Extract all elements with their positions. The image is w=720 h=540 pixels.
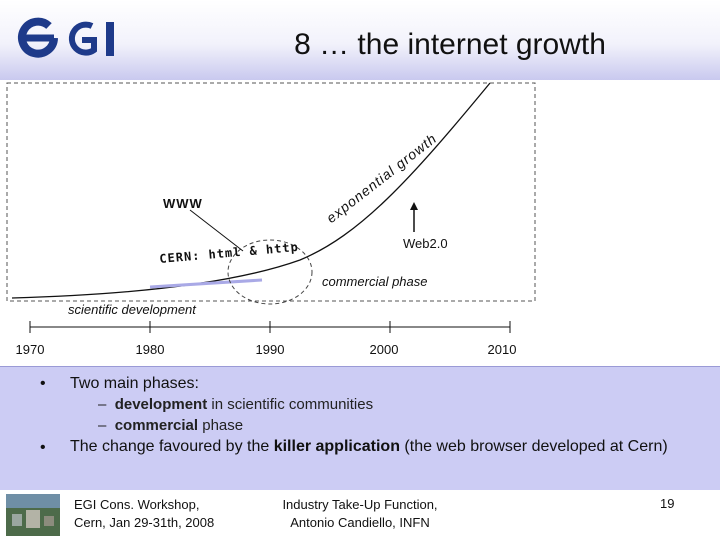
- slide-header: 8 … the internet growth: [0, 0, 720, 80]
- sub-bullet-dash: –: [98, 417, 107, 434]
- footer-author: Industry Take-Up Function, Antonio Candi…: [270, 496, 450, 532]
- sub-bullet-bold: commercial: [114, 417, 199, 434]
- growth-curve: [11, 82, 491, 299]
- footer-author-line: Antonio Candiello, INFN: [290, 515, 430, 530]
- www-pointer: [189, 209, 244, 252]
- bullet-marker: •: [40, 439, 46, 456]
- slide-footer: EGI Cons. Workshop, Cern, Jan 29-31th, 2…: [0, 490, 720, 540]
- label-commercial-phase: commercial phase: [322, 274, 428, 289]
- year-label: 1980: [135, 342, 165, 357]
- year-label: 1970: [15, 342, 45, 357]
- sub-bullet-bold: development: [114, 396, 208, 413]
- footer-event-line: EGI Cons. Workshop,: [74, 497, 200, 512]
- year-label: 1990: [255, 342, 285, 357]
- egi-logo-mark: [18, 17, 114, 58]
- year-label: 2000: [369, 342, 399, 357]
- footer-event-line: Cern, Jan 29-31th, 2008: [74, 515, 215, 530]
- bullet-marker: •: [40, 375, 46, 392]
- footer-author-line: Industry Take-Up Function,: [282, 497, 438, 512]
- footer-event: EGI Cons. Workshop, Cern, Jan 29-31th, 2…: [74, 496, 214, 532]
- growth-diagram: [6, 82, 536, 333]
- figure-frame: [6, 82, 536, 302]
- growth-figure: WWW CERN: html & http exponential growth…: [0, 80, 720, 370]
- year-label: 2010: [487, 342, 517, 357]
- bullet-panel: • Two main phases: – development in scie…: [0, 366, 720, 491]
- slide-title: 8 … the internet growth: [294, 28, 606, 61]
- cern-ellipse: [227, 239, 313, 305]
- sub-bullet-rest: phase: [198, 417, 244, 434]
- sub-bullet-development: – development in scientific communities: [98, 396, 373, 413]
- cern-highlight: [149, 278, 263, 289]
- bullet-text-pre: The change favoured by the: [70, 438, 274, 455]
- bullet-text-post: (the web browser developed at Cern): [399, 438, 668, 455]
- sub-bullet-commercial: – commercial phase: [98, 417, 243, 434]
- sub-bullet-rest: in scientific communities: [207, 396, 374, 413]
- web20-arrowhead: [410, 202, 418, 210]
- label-web20: Web2.0: [403, 236, 448, 251]
- bullet-text-bold: killer application: [273, 438, 400, 455]
- bullet-two-phases: Two main phases:: [70, 375, 199, 392]
- egi-logo: [14, 10, 134, 71]
- workshop-photo: [6, 494, 60, 536]
- label-scientific-development: scientific development: [68, 302, 196, 317]
- label-www: WWW: [163, 196, 203, 211]
- page-number: 19: [660, 496, 675, 511]
- bullet-killer-application: The change favoured by the killer applic…: [70, 437, 700, 456]
- sub-bullet-dash: –: [98, 396, 107, 413]
